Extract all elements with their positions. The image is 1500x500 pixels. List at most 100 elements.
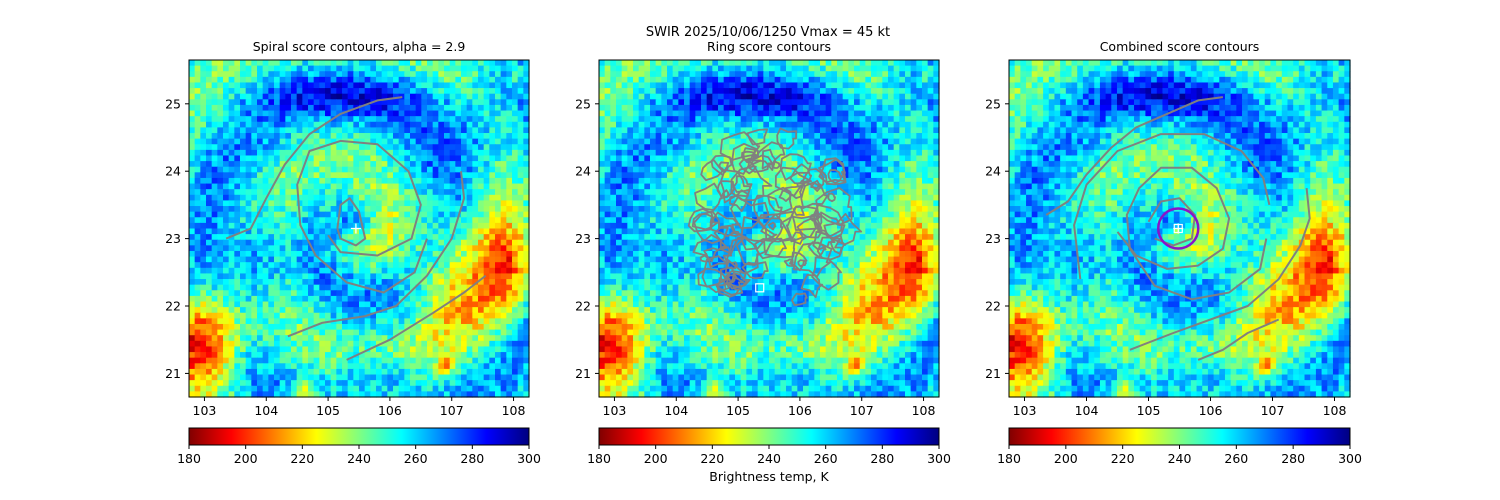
ring-score-contour bbox=[729, 272, 748, 289]
colorbar bbox=[598, 427, 940, 446]
ring-score-contour bbox=[716, 180, 736, 199]
y-tick-label: 23 bbox=[985, 231, 1001, 246]
x-tick-label: 103 bbox=[603, 403, 627, 418]
colorbar-tick-label: 220 bbox=[700, 451, 724, 466]
x-tick-label: 105 bbox=[1137, 403, 1161, 418]
x-tick-label: 103 bbox=[1013, 403, 1037, 418]
colorbar-tick-label: 260 bbox=[404, 451, 428, 466]
ring-score-contour bbox=[827, 169, 843, 184]
score-contour bbox=[1116, 166, 1268, 301]
score-contour bbox=[346, 274, 487, 361]
score-contour bbox=[1129, 187, 1311, 351]
score-contour bbox=[1197, 318, 1280, 361]
ring-score-contour bbox=[731, 142, 762, 175]
ring-score-contour bbox=[720, 169, 752, 204]
x-tick-label: 108 bbox=[1323, 403, 1347, 418]
colorbar-tick-label: 180 bbox=[587, 451, 611, 466]
ring-score-contour bbox=[767, 186, 793, 213]
colorbar-tick-label: 300 bbox=[927, 451, 951, 466]
x-tick-label: 108 bbox=[912, 403, 936, 418]
ring-score-panel: Ring score contours 103 104 105 106 107 108 21 2… bbox=[575, 39, 951, 484]
x-tick-label: 105 bbox=[726, 403, 750, 418]
x-tick-label: 106 bbox=[788, 403, 812, 418]
y-tick-label: 25 bbox=[985, 96, 1001, 111]
colorbar-tick-label: 240 bbox=[347, 451, 371, 466]
y-tick-label: 23 bbox=[165, 231, 181, 246]
ring-fit-circle bbox=[1157, 207, 1200, 250]
colorbar-tick-label: 300 bbox=[517, 451, 541, 466]
ring-score-contour bbox=[791, 205, 820, 231]
ring-score-contour bbox=[791, 292, 808, 307]
x-tick-label: 107 bbox=[1261, 403, 1285, 418]
colorbar-tick-label: 180 bbox=[177, 451, 201, 466]
x-tick-label: 104 bbox=[254, 403, 278, 418]
ring-score-contour bbox=[713, 224, 748, 255]
ring-score-contour bbox=[697, 267, 728, 294]
score-contour bbox=[225, 96, 403, 240]
ring-score-contour bbox=[800, 274, 824, 299]
y-tick-label: 25 bbox=[575, 96, 591, 111]
ring-score-contour bbox=[691, 213, 719, 231]
ring-score-contour bbox=[741, 150, 757, 161]
x-tick-label: 104 bbox=[1075, 403, 1099, 418]
colorbar-tick-label: 280 bbox=[460, 451, 484, 466]
colorbar-tick-label: 240 bbox=[757, 451, 781, 466]
ring-score-contour bbox=[800, 181, 829, 209]
ring-score-contour bbox=[771, 160, 782, 169]
colorbar-tick-label: 200 bbox=[1054, 451, 1078, 466]
colorbar bbox=[1008, 427, 1351, 446]
ring-score-contour bbox=[767, 221, 777, 231]
ring-score-contour bbox=[789, 163, 813, 185]
ring-score-contour bbox=[701, 255, 732, 288]
combined-score-panel: Combined score contours 103 104 105 106 107 10… bbox=[985, 39, 1362, 466]
y-tick-label: 22 bbox=[985, 299, 1001, 314]
ring-score-contour bbox=[823, 213, 863, 246]
ring-score-contour bbox=[789, 251, 808, 272]
center-marker bbox=[755, 283, 765, 293]
ring-score-contour bbox=[741, 261, 769, 280]
brightness-temperature-image bbox=[599, 60, 940, 398]
colorbar bbox=[188, 427, 530, 446]
ring-score-contour bbox=[754, 237, 787, 260]
ring-score-contour bbox=[760, 213, 784, 241]
axes-frame bbox=[1008, 59, 1351, 398]
ring-score-contour bbox=[735, 237, 768, 266]
ring-score-contour bbox=[792, 205, 805, 216]
x-tick-label: 105 bbox=[316, 403, 340, 418]
spiral-score-panel: Spiral score contours, alpha = 2.9 103 104… bbox=[165, 39, 541, 466]
ring-score-contour bbox=[781, 214, 823, 243]
ring-score-contour bbox=[811, 256, 842, 291]
colorbar-tick-label: 180 bbox=[997, 451, 1021, 466]
y-tick-label: 21 bbox=[985, 366, 1001, 381]
y-tick-label: 23 bbox=[575, 231, 591, 246]
colorbar-tick-label: 260 bbox=[1224, 451, 1248, 466]
ring-score-contour bbox=[801, 168, 825, 192]
center-marker bbox=[1173, 223, 1184, 234]
x-tick-label: 108 bbox=[502, 403, 526, 418]
score-contour bbox=[296, 139, 428, 294]
score-contour bbox=[1045, 96, 1224, 216]
colorbar-tick-label: 280 bbox=[870, 451, 894, 466]
x-tick-label: 104 bbox=[664, 403, 688, 418]
y-tick-label: 24 bbox=[985, 164, 1001, 179]
colorbar-tick-label: 260 bbox=[814, 451, 838, 466]
y-tick-label: 24 bbox=[165, 164, 181, 179]
ring-score-contour bbox=[812, 204, 844, 237]
panel-title: Combined score contours bbox=[1100, 39, 1260, 54]
y-tick-label: 22 bbox=[165, 299, 181, 314]
y-tick-label: 25 bbox=[165, 96, 181, 111]
axes-frame bbox=[188, 59, 530, 398]
ring-score-contour bbox=[719, 131, 761, 161]
ring-score-contour bbox=[718, 161, 730, 173]
x-tick-label: 103 bbox=[193, 403, 217, 418]
colorbar-tick-label: 200 bbox=[644, 451, 668, 466]
ring-score-contour bbox=[818, 157, 846, 184]
x-tick-label: 107 bbox=[440, 403, 464, 418]
ring-score-contour bbox=[776, 127, 798, 150]
center-marker bbox=[350, 223, 361, 234]
x-tick-label: 106 bbox=[1199, 403, 1223, 418]
score-contour bbox=[287, 171, 466, 338]
colorbar-tick-label: 220 bbox=[290, 451, 314, 466]
ring-score-contour bbox=[815, 187, 853, 226]
ring-score-contour bbox=[738, 158, 757, 175]
